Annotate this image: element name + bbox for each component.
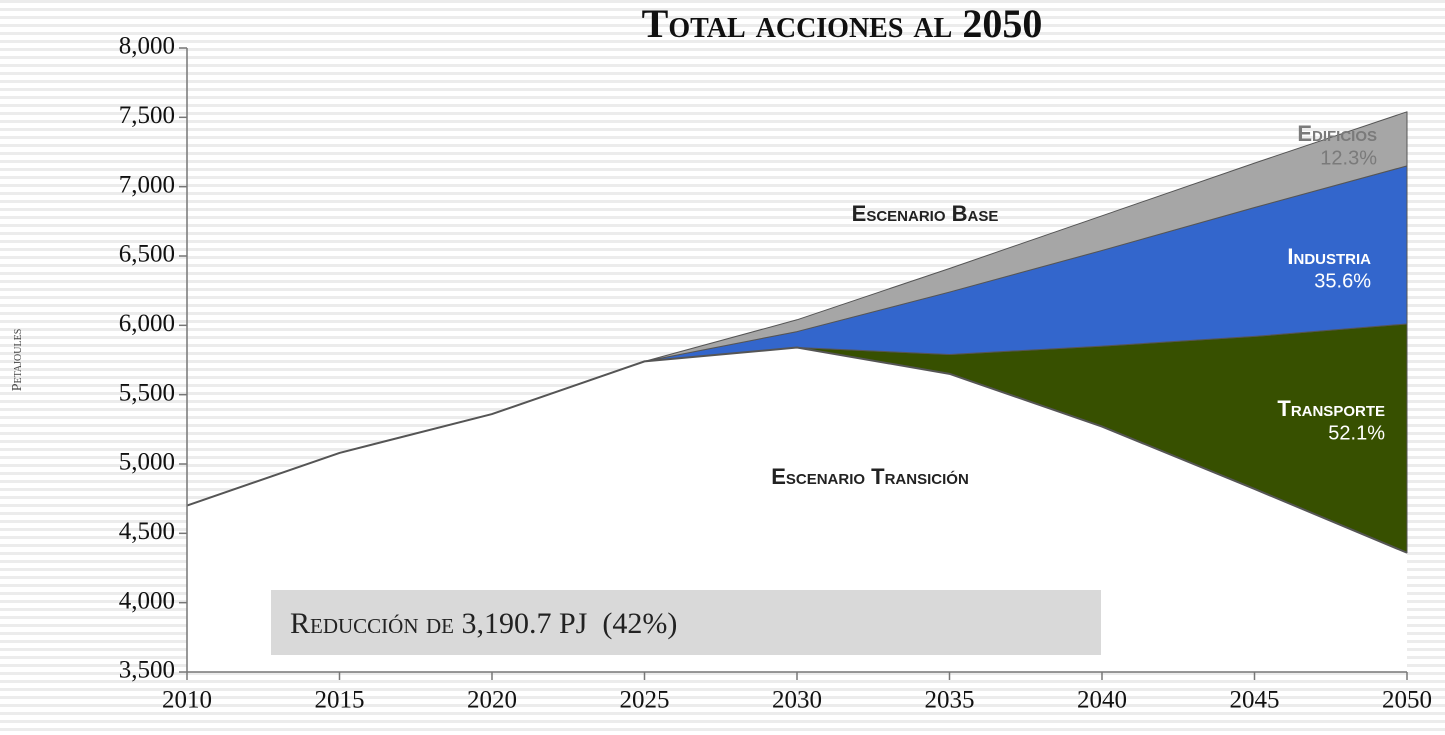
x-tick-label: 2050 — [1382, 687, 1432, 714]
annotation-box — [271, 590, 1101, 655]
y-tick-label: 5,000 — [119, 449, 175, 476]
x-tick-label: 2025 — [620, 687, 670, 714]
line — [186, 346, 1408, 554]
series-label: Edificios — [1297, 121, 1377, 146]
x-tick-label: 2015 — [315, 687, 365, 714]
x-tick-label: 2045 — [1230, 687, 1280, 714]
y-tick-label: 6,000 — [119, 310, 175, 337]
x-tick-label: 2010 — [162, 687, 212, 714]
x-tick-label: 2035 — [925, 687, 975, 714]
y-tick-label: 3,500 — [119, 657, 175, 684]
series-share: 12.3% — [1320, 147, 1377, 169]
y-tick-label: 7,500 — [119, 102, 175, 129]
y-tick-label: 5,500 — [119, 379, 175, 406]
x-tick-label: 2040 — [1077, 687, 1127, 714]
x-tick-label: 2030 — [772, 687, 822, 714]
series-share: 52.1% — [1328, 422, 1385, 444]
x-tick-label: 2020 — [467, 687, 517, 714]
annotation: Reducción de 3,190.7 PJ (42%) — [290, 607, 677, 640]
y-tick-label: 7,000 — [119, 171, 175, 198]
y-axis-label: Petajoules — [10, 329, 25, 392]
chart-title: Total acciones al 2050 — [642, 1, 1043, 46]
series-share: 35.6% — [1314, 270, 1371, 292]
y-tick-label: 6,500 — [119, 241, 175, 268]
series-label: Transporte — [1277, 396, 1385, 421]
series-label: Industria — [1287, 244, 1371, 269]
y-tick-label: 4,500 — [119, 518, 175, 545]
y-tick-label: 4,000 — [119, 587, 175, 614]
annotation: Escenario Transición — [771, 464, 969, 489]
annotation: Escenario Base — [852, 201, 999, 226]
y-tick-label: 8,000 — [119, 33, 175, 60]
